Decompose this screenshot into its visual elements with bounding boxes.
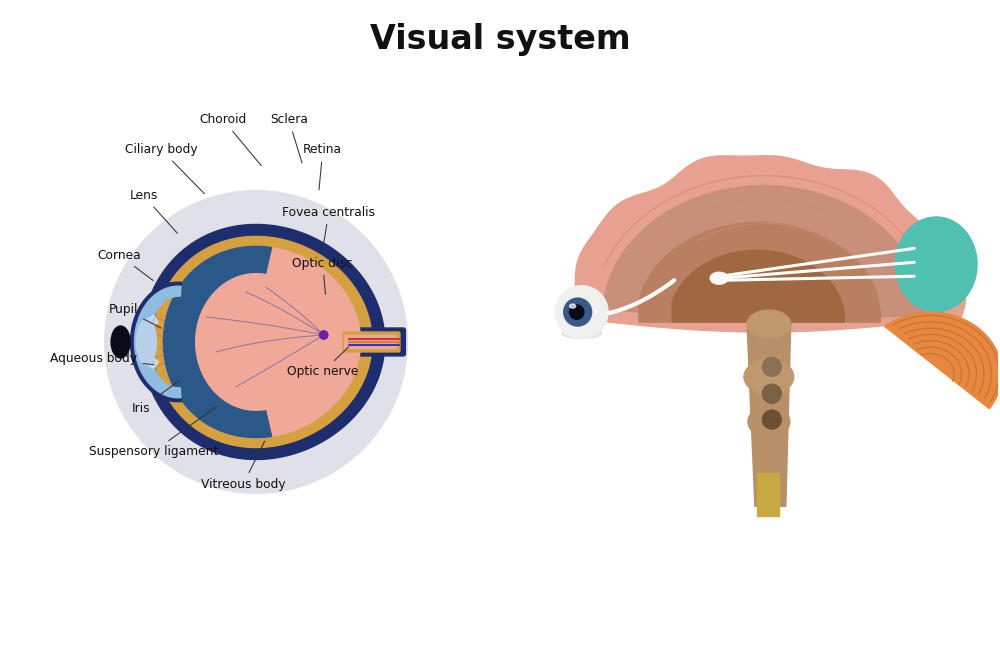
FancyBboxPatch shape	[345, 336, 396, 348]
Polygon shape	[567, 155, 965, 332]
FancyBboxPatch shape	[342, 328, 405, 356]
Text: Iris: Iris	[132, 380, 179, 415]
Circle shape	[105, 191, 407, 494]
Text: Aqueous body: Aqueous body	[50, 352, 154, 366]
Polygon shape	[672, 250, 844, 322]
Polygon shape	[757, 474, 779, 516]
Text: Visual system: Visual system	[370, 23, 630, 56]
Text: Optic disc: Optic disc	[292, 257, 353, 294]
Text: Lens: Lens	[129, 189, 177, 233]
Text: Suspensory ligament: Suspensory ligament	[89, 406, 218, 458]
Ellipse shape	[710, 272, 728, 284]
Text: Optic nerve: Optic nerve	[287, 347, 358, 378]
Circle shape	[564, 298, 592, 326]
Text: Choroid: Choroid	[200, 113, 261, 165]
Circle shape	[762, 410, 781, 429]
Polygon shape	[747, 322, 791, 506]
Ellipse shape	[570, 304, 576, 308]
Polygon shape	[163, 246, 361, 438]
Text: Retina: Retina	[303, 143, 342, 190]
Ellipse shape	[562, 328, 601, 338]
Polygon shape	[131, 282, 181, 402]
Polygon shape	[163, 246, 272, 438]
Circle shape	[762, 384, 781, 404]
Ellipse shape	[748, 406, 790, 438]
Polygon shape	[884, 312, 1000, 409]
Text: Pupil: Pupil	[109, 303, 161, 327]
FancyBboxPatch shape	[343, 332, 400, 352]
Polygon shape	[153, 236, 372, 448]
Polygon shape	[603, 185, 925, 319]
Ellipse shape	[111, 326, 130, 358]
Text: Sclera: Sclera	[270, 113, 308, 163]
Ellipse shape	[137, 319, 156, 365]
Circle shape	[555, 285, 608, 338]
Circle shape	[570, 305, 584, 319]
Ellipse shape	[895, 217, 977, 311]
Polygon shape	[135, 286, 181, 398]
Circle shape	[762, 358, 781, 376]
Text: Fovea centralis: Fovea centralis	[282, 206, 375, 247]
Text: Vitreous body: Vitreous body	[201, 441, 285, 491]
Polygon shape	[639, 223, 880, 322]
Polygon shape	[142, 225, 385, 460]
Ellipse shape	[744, 360, 794, 394]
Ellipse shape	[747, 310, 791, 338]
Text: Ciliary body: Ciliary body	[125, 143, 204, 193]
Polygon shape	[137, 315, 158, 369]
Text: Cornea: Cornea	[98, 249, 153, 281]
Circle shape	[320, 331, 328, 340]
